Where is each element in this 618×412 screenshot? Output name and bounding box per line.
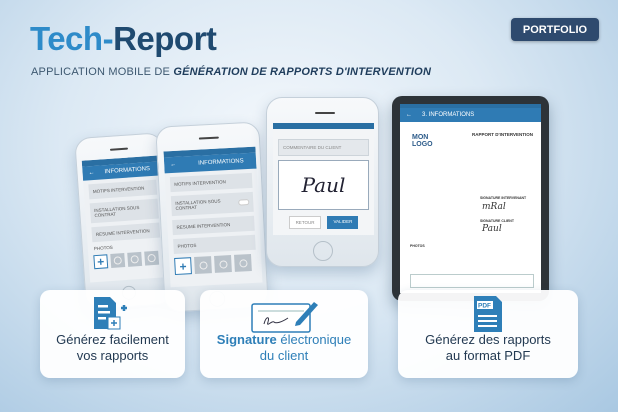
back-arrow-icon[interactable]: ← xyxy=(88,169,95,177)
photo-placeholder xyxy=(110,253,126,269)
list-item[interactable]: INSTALLATION SOUS CONTRAT xyxy=(89,198,159,224)
subtitle: APPLICATION MOBILE DE GÉNÉRATION DE RAPP… xyxy=(31,66,432,78)
validate-button[interactable]: VALIDER xyxy=(327,216,359,229)
signature-pen-icon xyxy=(251,302,318,333)
svg-text:PDF: PDF xyxy=(478,303,491,310)
photo-placeholder xyxy=(144,250,160,266)
tablet-mockup: ← 3. INFORMATIONS MON LOGO RAPPORT D'INTER… xyxy=(392,96,549,301)
photo-placeholder xyxy=(194,256,212,274)
report-title: RAPPORT D'INTERVENTION xyxy=(472,132,533,137)
speaker xyxy=(315,112,335,114)
home-button[interactable] xyxy=(313,241,333,261)
list-item[interactable]: MOTIFS INTERVENTION xyxy=(88,179,158,200)
phone-screen: COMMENTAIRE DU CLIENT Paul RETOUR VALIDE… xyxy=(273,123,374,235)
back-arrow-icon[interactable]: ← xyxy=(170,161,177,169)
list-item[interactable]: RESUME INTERVENTION xyxy=(172,215,255,236)
photo-placeholder xyxy=(214,255,232,273)
status-bar xyxy=(273,123,374,129)
add-photo-button[interactable]: + xyxy=(93,254,109,270)
logo: MON LOGO xyxy=(412,134,433,148)
comment-input[interactable]: COMMENTAIRE DU CLIENT xyxy=(278,139,369,156)
phone-screen: ← INFORMATIONS MOTIFS INTERVENTION INSTAL… xyxy=(81,155,169,283)
add-photo-button[interactable]: + xyxy=(174,257,192,276)
feature-card-pdf: PDF Générez des rapports au format PDF xyxy=(398,290,578,378)
photo-grid: + xyxy=(93,250,162,270)
document-add-icon xyxy=(94,297,127,330)
photos-label: PHOTOS xyxy=(173,234,256,255)
signature-pad[interactable]: Paul xyxy=(278,160,369,210)
list-item[interactable]: MOTIFS INTERVENTION xyxy=(169,172,253,193)
phone-mockup-3: COMMENTAIRE DU CLIENT Paul RETOUR VALIDE… xyxy=(266,97,379,267)
phone-screen: ← INFORMATIONS MOTIFS INTERVENTION INSTAL… xyxy=(163,146,263,288)
tablet-screen: ← 3. INFORMATIONS MON LOGO RAPPORT D'INTER… xyxy=(400,104,541,293)
signature: Paul xyxy=(301,173,346,197)
photos-label: PHOTOS xyxy=(93,244,113,252)
photo-placeholder xyxy=(234,254,252,272)
back-arrow-icon[interactable]: ← xyxy=(406,112,412,118)
app-header: ← 3. INFORMATIONS xyxy=(400,108,541,122)
list-item[interactable]: RESUME INTERVENTION xyxy=(91,222,161,243)
speaker xyxy=(198,136,219,140)
list-item[interactable]: INSTALLATION SOUS CONTRAT xyxy=(170,191,254,217)
doc-table xyxy=(410,274,534,288)
pdf-icon: PDF xyxy=(474,296,502,332)
photo-placeholder xyxy=(127,251,143,267)
app-header: ← INFORMATIONS xyxy=(163,152,257,174)
photo-grid: + xyxy=(174,254,257,276)
signature-client-label: SIGNATURE CLIENT xyxy=(480,219,514,223)
feature-card-generate: Générez facilement vos rapports xyxy=(40,290,185,378)
app-title: Tech-Report xyxy=(30,20,217,57)
speaker xyxy=(109,147,129,151)
back-button[interactable]: RETOUR xyxy=(288,216,322,229)
signature-tech-label: SIGNATURE INTERVENANT xyxy=(480,196,527,200)
signature-client: Paul xyxy=(482,224,502,234)
toggle-switch[interactable] xyxy=(237,199,250,206)
feature-card-signature: Signature électronique du client xyxy=(200,290,368,378)
photos-label: PHOTOS xyxy=(410,244,425,248)
portfolio-button[interactable]: PORTFOLIO xyxy=(511,18,599,41)
phone-mockup-2: ← INFORMATIONS MOTIFS INTERVENTION INSTAL… xyxy=(155,121,269,313)
signature-tech: mRal xyxy=(482,202,506,212)
